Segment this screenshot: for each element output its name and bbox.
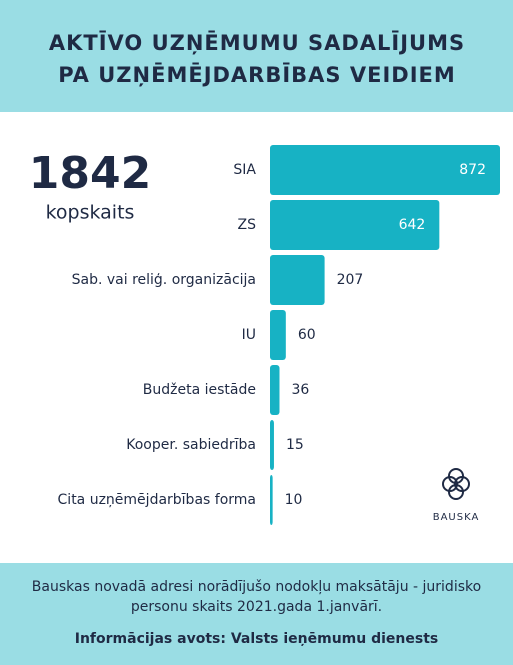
bar: [270, 420, 274, 470]
bar: [270, 475, 273, 525]
category-label: SIA: [233, 162, 256, 178]
value-label: 207: [337, 272, 364, 288]
value-label: 642: [399, 217, 426, 233]
title-line: AKTĪVO UZŅĒMUMU SADALĪJUMS: [49, 30, 465, 55]
value-label: 60: [298, 327, 316, 343]
total-label: kopskaits: [46, 202, 135, 224]
value-label: 10: [285, 492, 303, 508]
category-label: Cita uzņēmējdarbības forma: [58, 492, 256, 508]
header-band: [0, 0, 513, 112]
category-label: Sab. vai reliģ. organizācija: [72, 272, 256, 288]
category-label: Kooper. sabiedrība: [126, 437, 256, 453]
value-label: 872: [459, 162, 486, 178]
bar: [270, 145, 500, 195]
total: 1842: [29, 148, 151, 199]
bar: [270, 310, 286, 360]
category-label: IU: [242, 327, 256, 343]
category-label: Budžeta iestāde: [143, 382, 256, 398]
title-line: PA UZŅĒMĒJDARBĪBAS VEIDIEM: [58, 62, 456, 87]
footnote: Bauskas novadā adresi norādījušo nodokļu…: [31, 579, 482, 615]
chart: AKTĪVO UZŅĒMUMU SADALĪJUMS PA UZŅĒMĒJDAR…: [0, 0, 513, 525]
value-label: 15: [286, 437, 304, 453]
bar: [270, 255, 325, 305]
source: Informācijas avots: Valsts ieņēmumu dien…: [74, 631, 439, 647]
bar: [270, 365, 280, 415]
value-label: 36: [291, 382, 309, 398]
logo: [442, 468, 470, 500]
logo-text: BAUSKA: [433, 512, 480, 523]
footer: Bauskas novadā adresi norādījušo nodokļu…: [0, 563, 513, 665]
category-label: ZS: [238, 217, 257, 233]
bar: [270, 200, 440, 250]
